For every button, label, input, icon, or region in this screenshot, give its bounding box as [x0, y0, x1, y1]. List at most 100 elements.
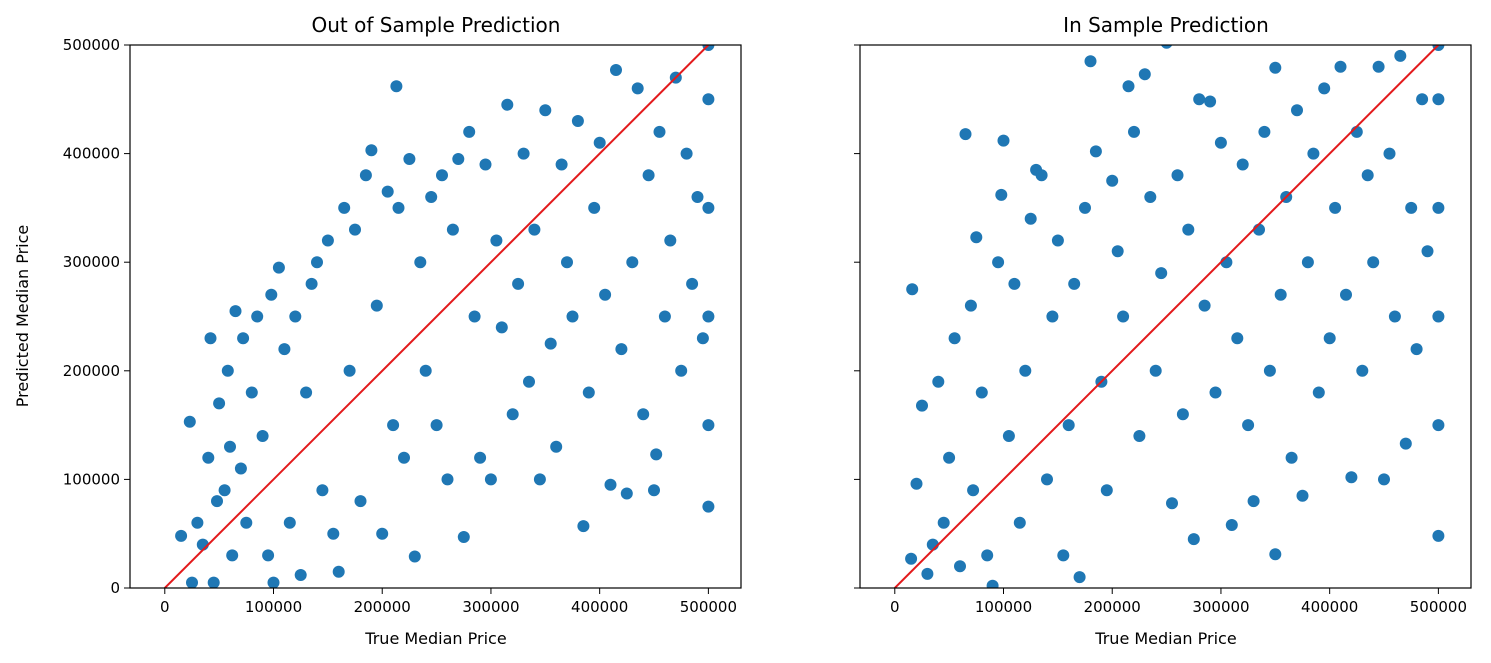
- right-point-9: [948, 332, 961, 345]
- right-point-78: [1307, 147, 1320, 160]
- left-point-8: [211, 495, 223, 508]
- left-point-54: [430, 419, 443, 432]
- left-point-62: [474, 451, 487, 464]
- right-point-45: [1133, 430, 1146, 442]
- left-point-87: [610, 64, 622, 76]
- left-point-22: [265, 288, 278, 301]
- left-point-91: [631, 82, 644, 95]
- right-point-4: [921, 567, 934, 580]
- left-point-51: [414, 256, 427, 269]
- left-point-105: [702, 500, 715, 513]
- right-y-ticks: [854, 44, 860, 589]
- left-point-0: [175, 529, 188, 542]
- left-point-38: [349, 223, 361, 236]
- right-point-47: [1144, 191, 1157, 203]
- left-point-79: [566, 310, 579, 323]
- left-point-102: [686, 277, 699, 290]
- left-point-98: [664, 234, 677, 247]
- right-point-27: [1035, 169, 1048, 182]
- right-point-54: [1182, 223, 1195, 236]
- left-point-27: [289, 310, 302, 323]
- left-point-20: [256, 430, 269, 442]
- left-subplot: Out of Sample Prediction 0 100000 200000 30…: [13, 13, 742, 648]
- left-point-61: [468, 310, 481, 323]
- right-point-60: [1214, 136, 1227, 149]
- right-reference-line-layer: [894, 45, 1440, 588]
- left-point-84: [593, 136, 606, 149]
- left-point-57: [446, 223, 459, 236]
- left-y-tick-label-4: 400000: [63, 145, 120, 163]
- left-chart-title: Out of Sample Prediction: [312, 13, 561, 37]
- right-point-20: [997, 134, 1010, 147]
- right-point-62: [1225, 519, 1238, 531]
- left-point-40: [359, 169, 372, 182]
- right-point-88: [1361, 169, 1374, 182]
- right-points-layer: [905, 45, 1445, 588]
- right-point-24: [1019, 364, 1032, 377]
- left-point-25: [278, 343, 291, 356]
- right-chart-title: In Sample Prediction: [1063, 13, 1269, 37]
- right-point-10: [954, 560, 966, 573]
- left-point-16: [237, 332, 250, 345]
- left-point-41: [365, 144, 378, 157]
- right-point-11: [959, 128, 972, 141]
- right-x-tick-label-4: 400000: [1301, 598, 1358, 616]
- right-point-30: [1051, 234, 1064, 247]
- left-point-94: [648, 484, 660, 497]
- left-point-92: [637, 408, 650, 421]
- right-point-46: [1138, 68, 1151, 81]
- left-plot-frame: [129, 44, 742, 589]
- left-point-103: [691, 191, 704, 203]
- right-point-40: [1106, 174, 1119, 187]
- left-point-49: [403, 153, 416, 165]
- left-point-96: [653, 125, 666, 138]
- left-point-80: [571, 115, 584, 127]
- left-point-60: [463, 125, 476, 138]
- left-point-109: [702, 93, 715, 106]
- left-point-28: [294, 569, 307, 581]
- left-point-72: [528, 223, 541, 236]
- left-point-82: [582, 386, 595, 399]
- left-x-ticks: 0 100000 200000 300000 400000 500000: [160, 588, 737, 616]
- right-point-68: [1258, 125, 1271, 138]
- right-point-94: [1394, 49, 1407, 62]
- left-point-110: [702, 45, 715, 51]
- right-point-100: [1432, 529, 1445, 542]
- left-point-12: [224, 440, 236, 453]
- right-point-2: [910, 477, 923, 490]
- right-point-70: [1269, 61, 1282, 74]
- right-point-87: [1356, 364, 1369, 377]
- right-x-tick-label-2: 200000: [1084, 598, 1141, 616]
- right-point-25: [1024, 212, 1037, 225]
- right-point-81: [1323, 332, 1336, 345]
- right-point-37: [1089, 145, 1102, 158]
- right-point-80: [1318, 82, 1331, 95]
- left-point-81: [577, 520, 590, 533]
- left-reference-line-layer: [164, 45, 710, 588]
- right-point-42: [1117, 310, 1130, 323]
- right-point-49: [1155, 267, 1168, 280]
- left-point-97: [658, 310, 671, 323]
- left-point-52: [419, 364, 432, 377]
- right-point-104: [1432, 93, 1445, 106]
- left-point-106: [702, 419, 715, 432]
- left-points-layer: [175, 45, 715, 588]
- left-point-74: [539, 104, 552, 117]
- left-point-68: [506, 408, 519, 421]
- left-point-21: [262, 549, 275, 562]
- right-subplot: In Sample Prediction 0 100000 200000 300000…: [854, 13, 1472, 648]
- right-point-35: [1079, 201, 1091, 214]
- right-point-102: [1432, 310, 1445, 323]
- left-y-tick-label-1: 100000: [63, 470, 120, 488]
- left-point-75: [544, 337, 557, 350]
- left-x-tick-label-2: 200000: [354, 598, 411, 616]
- right-plot-frame: [859, 44, 1472, 589]
- right-point-16: [981, 549, 994, 562]
- left-point-37: [343, 364, 356, 377]
- right-point-83: [1334, 60, 1347, 73]
- right-point-6: [932, 375, 945, 388]
- left-point-39: [354, 495, 367, 508]
- left-point-70: [517, 147, 530, 160]
- right-x-tick-label-3: 300000: [1192, 598, 1249, 616]
